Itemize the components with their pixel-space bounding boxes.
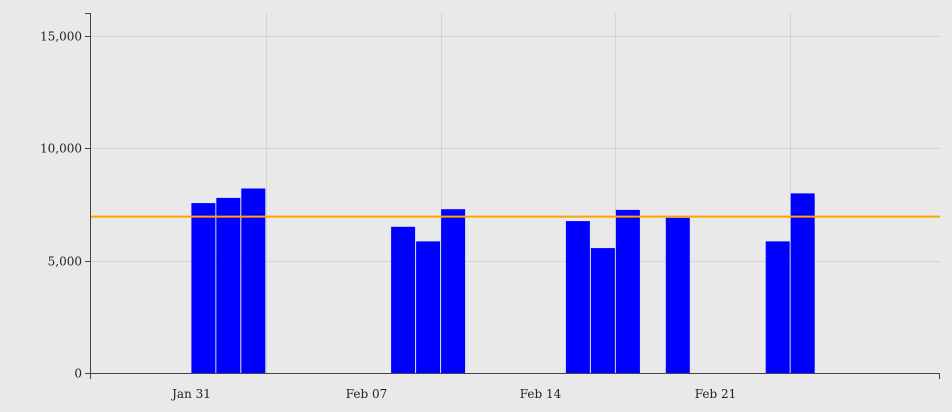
bar — [590, 248, 615, 373]
y-tick-label: 5,000 — [48, 255, 82, 269]
bar-layer — [191, 188, 815, 374]
y-tick-label: 10,000 — [40, 142, 82, 156]
x-tick-label: Feb 07 — [346, 387, 388, 401]
bar — [441, 209, 466, 373]
bar — [765, 241, 790, 373]
x-tick-label: Feb 21 — [695, 387, 737, 401]
bar — [615, 209, 640, 373]
bar — [391, 226, 416, 374]
bar — [790, 193, 815, 373]
x-tick-label: Feb 14 — [520, 387, 562, 401]
bar — [416, 241, 441, 373]
y-tick-label: 0 — [74, 367, 82, 381]
bar — [565, 221, 590, 373]
bar — [665, 217, 690, 374]
axis-layer: 0 5,000 10,000 15,000 Jan 31 Feb 07 Feb 14 Feb … — [40, 13, 940, 401]
bar — [241, 188, 266, 373]
bar — [216, 197, 241, 373]
x-tick-label: Jan 31 — [170, 387, 211, 401]
bar — [191, 203, 216, 373]
y-tick-label: 15,000 — [40, 30, 82, 44]
